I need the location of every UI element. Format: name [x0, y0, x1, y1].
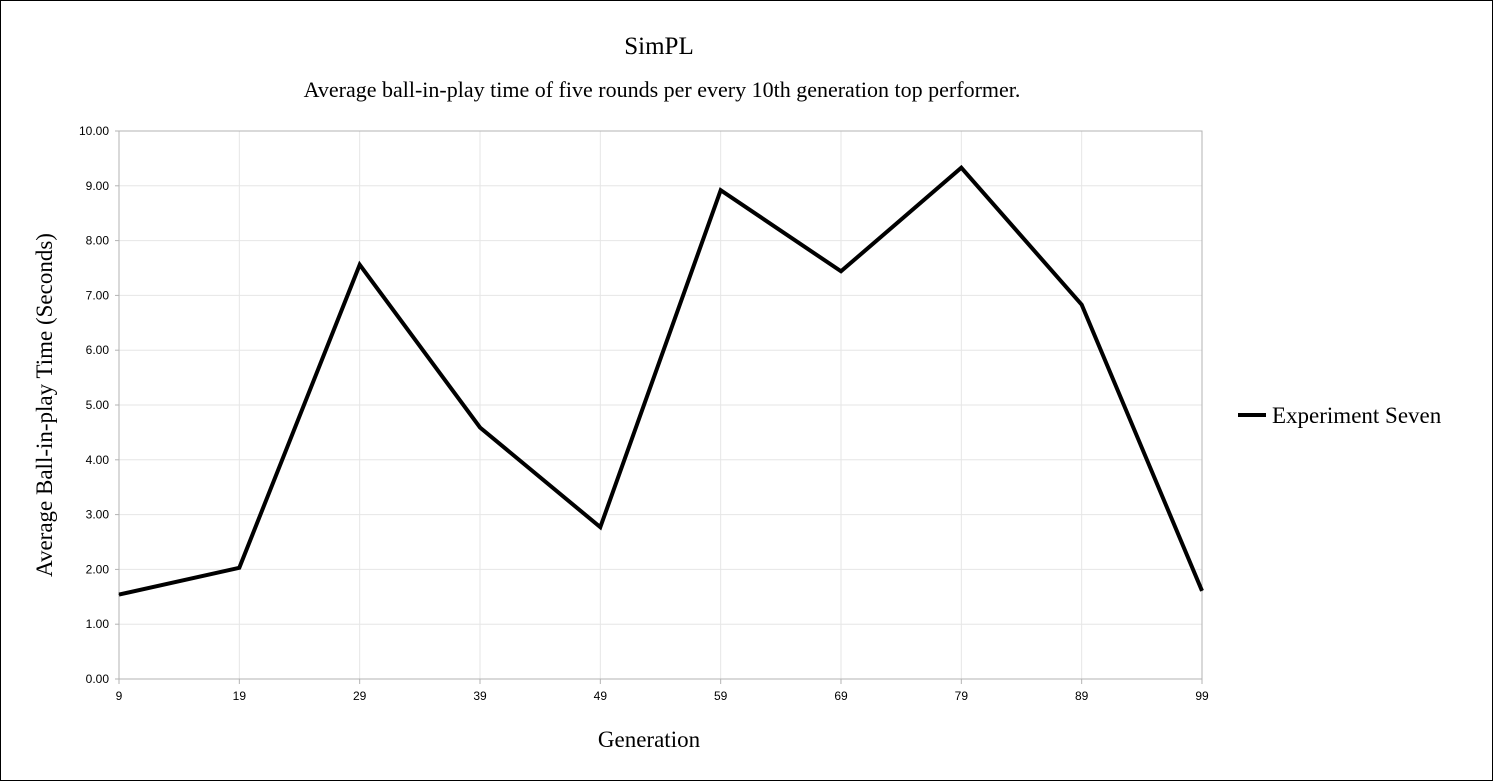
- data-point: [1081, 304, 1083, 306]
- y-axis-title: Average Ball-in-play Time (Seconds): [32, 233, 57, 577]
- chart-title: SimPL: [624, 33, 693, 60]
- data-point: [1201, 590, 1203, 592]
- x-tick-label: 19: [233, 689, 247, 703]
- y-tick-label: 0.00: [86, 672, 110, 686]
- y-tick-label: 3.00: [86, 508, 110, 522]
- data-point: [479, 426, 481, 428]
- data-point: [118, 594, 120, 596]
- data-point: [960, 167, 962, 169]
- series-line-experiment-seven: [118, 164, 1204, 597]
- y-tick-label: 2.00: [86, 562, 110, 576]
- x-tick-label: 79: [955, 689, 969, 703]
- data-point: [599, 526, 601, 528]
- legend-label-experiment-seven: Experiment Seven: [1272, 403, 1442, 428]
- x-tick-label: 49: [594, 689, 608, 703]
- y-tick-label: 9.00: [86, 179, 110, 193]
- y-tick-label: 4.00: [86, 453, 110, 467]
- x-axis-title: Generation: [598, 727, 701, 752]
- data-point: [720, 189, 722, 191]
- data-point: [238, 567, 240, 569]
- y-axis: 0.00 1.00 2.00 3.00 4.00 5.00 6.00 7.00 8.00 9.00…: [79, 124, 119, 686]
- y-tick-label: 5.00: [86, 398, 110, 412]
- x-axis: 9 19 29 39 49 59 69 79 89 99: [116, 679, 1209, 703]
- x-tick-label: 59: [714, 689, 728, 703]
- y-tick-label: 7.00: [86, 288, 110, 302]
- x-tick-label: 69: [834, 689, 848, 703]
- data-point: [359, 264, 361, 266]
- x-tick-label: 39: [473, 689, 487, 703]
- legend: Experiment Seven: [1238, 403, 1442, 428]
- data-point: [840, 270, 842, 272]
- chart-subtitle: Average ball-in-play time of five rounds…: [304, 77, 1021, 102]
- grid: [119, 131, 1202, 679]
- y-tick-label: 6.00: [86, 343, 110, 357]
- x-tick-label: 99: [1195, 689, 1209, 703]
- series-group: [118, 164, 1204, 597]
- x-tick-label: 89: [1075, 689, 1089, 703]
- y-tick-label: 8.00: [86, 234, 110, 248]
- y-tick-label: 1.00: [86, 617, 110, 631]
- x-tick-label: 29: [353, 689, 367, 703]
- x-tick-label: 9: [116, 689, 123, 703]
- y-tick-label: 10.00: [79, 124, 109, 138]
